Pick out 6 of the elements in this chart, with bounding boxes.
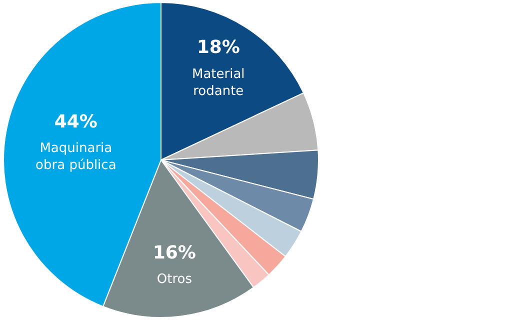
slice-label: Otros <box>156 272 192 288</box>
data-label: 16% <box>152 242 196 264</box>
slice-label: Maquinaria obra pública <box>36 141 116 174</box>
data-label: 18% <box>196 37 240 58</box>
slice-label: Material rodante <box>192 66 245 99</box>
data-label: 44% <box>54 111 98 132</box>
